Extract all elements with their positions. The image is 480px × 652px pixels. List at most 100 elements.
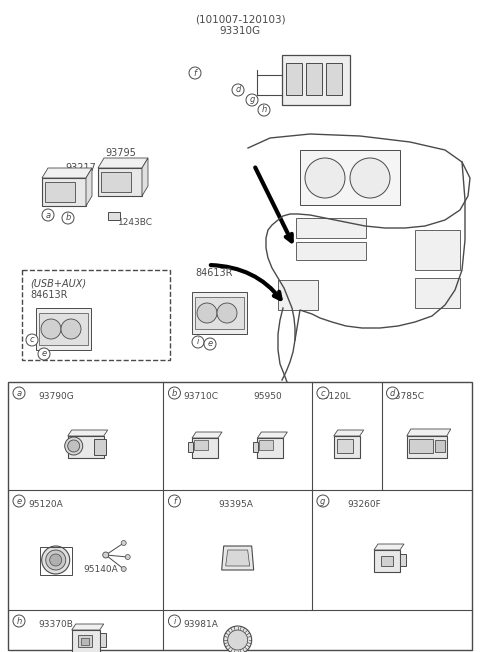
Text: h: h xyxy=(16,617,22,625)
Text: 95140A: 95140A xyxy=(83,565,118,574)
Bar xyxy=(259,440,273,450)
Bar xyxy=(337,439,353,453)
Bar xyxy=(334,436,360,458)
Bar xyxy=(36,308,91,350)
Text: f: f xyxy=(173,497,176,505)
Circle shape xyxy=(192,336,204,348)
Polygon shape xyxy=(226,550,250,566)
Circle shape xyxy=(305,158,345,198)
Text: d: d xyxy=(390,389,395,398)
Text: 84613R: 84613R xyxy=(30,290,68,300)
Circle shape xyxy=(168,387,180,399)
Bar xyxy=(42,178,86,206)
Polygon shape xyxy=(68,430,108,436)
Bar xyxy=(94,439,106,455)
Circle shape xyxy=(224,626,252,652)
Bar xyxy=(68,436,104,458)
Bar xyxy=(253,442,258,452)
Text: 1243BC: 1243BC xyxy=(118,218,153,227)
Circle shape xyxy=(13,387,25,399)
Text: d: d xyxy=(235,85,240,95)
Text: g: g xyxy=(249,95,255,104)
Bar xyxy=(306,63,322,95)
Bar xyxy=(192,292,247,334)
Text: 93795: 93795 xyxy=(105,148,136,158)
Circle shape xyxy=(197,303,217,323)
Circle shape xyxy=(61,319,81,339)
Polygon shape xyxy=(374,544,404,550)
Bar xyxy=(78,635,92,647)
Bar xyxy=(296,218,366,238)
Circle shape xyxy=(50,554,62,566)
Bar xyxy=(296,242,366,260)
Bar xyxy=(100,633,106,647)
Bar xyxy=(415,230,460,270)
Text: c: c xyxy=(30,336,34,344)
Text: 96120L: 96120L xyxy=(317,392,350,401)
Polygon shape xyxy=(192,432,222,438)
Polygon shape xyxy=(142,158,148,196)
Text: b: b xyxy=(65,213,71,222)
Circle shape xyxy=(68,440,80,452)
Circle shape xyxy=(46,550,66,570)
Bar xyxy=(435,440,445,452)
Polygon shape xyxy=(334,430,364,436)
Text: i: i xyxy=(197,338,199,346)
Text: 93370B: 93370B xyxy=(38,620,73,629)
Polygon shape xyxy=(42,168,92,178)
Bar xyxy=(257,438,283,458)
Bar xyxy=(101,172,131,192)
Circle shape xyxy=(38,348,50,360)
Text: e: e xyxy=(16,497,22,505)
Circle shape xyxy=(246,94,258,106)
Bar xyxy=(192,438,218,458)
Circle shape xyxy=(386,387,398,399)
Circle shape xyxy=(26,334,38,346)
Bar xyxy=(374,550,400,572)
Text: 93710C: 93710C xyxy=(183,392,218,401)
Bar xyxy=(415,278,460,308)
Bar xyxy=(8,382,472,650)
Polygon shape xyxy=(86,168,92,206)
Bar xyxy=(22,270,170,360)
Circle shape xyxy=(62,212,74,224)
Bar xyxy=(45,182,75,202)
Circle shape xyxy=(168,615,180,627)
Polygon shape xyxy=(98,158,148,168)
Bar xyxy=(108,212,120,220)
Text: f: f xyxy=(193,68,196,78)
Text: 93981A: 93981A xyxy=(183,620,218,629)
Bar xyxy=(194,440,208,450)
Text: a: a xyxy=(16,389,22,398)
Text: 93395A: 93395A xyxy=(218,500,253,509)
Circle shape xyxy=(350,158,390,198)
Text: 95950: 95950 xyxy=(253,392,282,401)
Text: 84613R: 84613R xyxy=(195,268,232,278)
Bar xyxy=(282,55,350,105)
Circle shape xyxy=(125,554,130,559)
Circle shape xyxy=(121,567,126,572)
Circle shape xyxy=(317,495,329,507)
Text: (USB+AUX): (USB+AUX) xyxy=(30,278,86,288)
Circle shape xyxy=(13,615,25,627)
Bar xyxy=(286,63,302,95)
Bar xyxy=(407,436,447,458)
Text: 93785C: 93785C xyxy=(390,392,424,401)
Circle shape xyxy=(258,104,270,116)
Circle shape xyxy=(232,84,244,96)
Bar xyxy=(400,554,406,566)
Polygon shape xyxy=(222,546,253,570)
Text: 95120A: 95120A xyxy=(28,500,63,509)
Text: i: i xyxy=(173,617,176,625)
Text: a: a xyxy=(46,211,50,220)
Text: e: e xyxy=(207,340,213,349)
Bar xyxy=(72,630,100,652)
Bar xyxy=(381,556,393,566)
Bar xyxy=(40,547,72,575)
Circle shape xyxy=(204,338,216,350)
Text: 93310G: 93310G xyxy=(219,26,261,36)
Circle shape xyxy=(189,67,201,79)
Text: 93217: 93217 xyxy=(65,163,96,173)
Bar xyxy=(409,439,433,453)
Bar xyxy=(195,297,244,329)
